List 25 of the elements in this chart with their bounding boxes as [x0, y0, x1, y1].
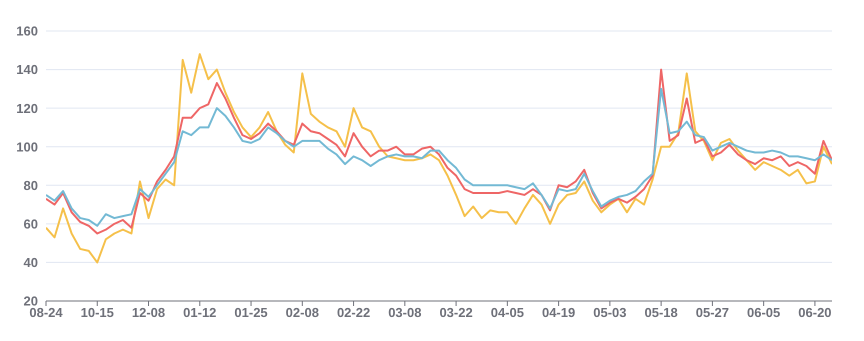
- line-series: [46, 53, 832, 264]
- x-tick-label: 02-08: [286, 305, 319, 320]
- x-tick-label: 05-18: [644, 305, 678, 320]
- y-tick-label: 40: [24, 255, 38, 270]
- x-tick-label: 06-05: [747, 305, 780, 320]
- y-tick-label: 60: [24, 216, 38, 232]
- x-tick-label: 01-12: [183, 305, 216, 320]
- x-tick-label: 01-25: [234, 305, 268, 320]
- x-tick-label: 02-22: [336, 305, 370, 320]
- x-tick-label: 04-19: [542, 305, 576, 320]
- x-tick-label: 12-08: [132, 305, 166, 320]
- x-tick-label: 10-15: [80, 305, 114, 320]
- line-series: [46, 68, 832, 234]
- x-tick-label: 03-08: [388, 305, 422, 320]
- y-tick-label: 140: [16, 62, 38, 78]
- x-tick-label: 05-27: [696, 305, 730, 320]
- line-series: [46, 88, 832, 227]
- x-tick-label: 05-03: [593, 305, 626, 320]
- y-tick-label: 160: [16, 24, 38, 39]
- y-tick-label: 80: [24, 178, 38, 193]
- x-tick-label: 06-20: [798, 305, 832, 320]
- x-tick-label: 03-22: [439, 305, 473, 320]
- x-tick-label: 04-05: [490, 305, 524, 320]
- y-tick-label: 100: [16, 139, 38, 154]
- y-tick-label: 120: [16, 100, 38, 116]
